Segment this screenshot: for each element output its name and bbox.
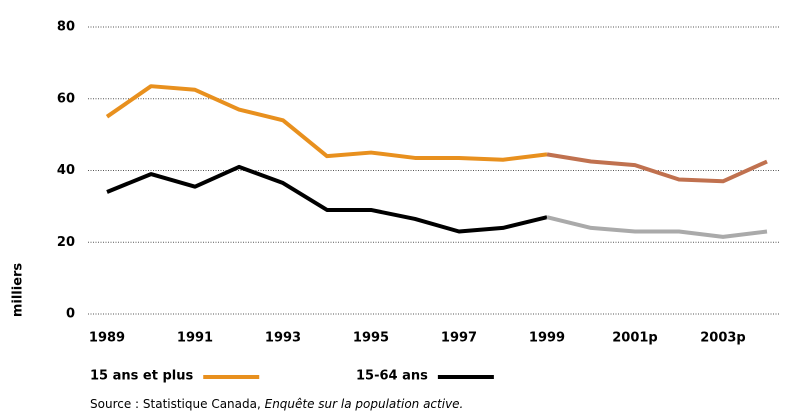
x-tick-label: 2003p — [700, 331, 746, 346]
x-tick-label: 1993 — [265, 331, 301, 346]
y-tick-label: 20 — [57, 235, 75, 250]
y-tick-label: 60 — [57, 91, 75, 106]
x-tick-label: 1991 — [177, 331, 213, 346]
series-line — [106, 164, 548, 234]
y-tick-label: 80 — [57, 20, 75, 35]
series-line — [546, 152, 768, 184]
x-tick-label: 1989 — [89, 331, 125, 346]
x-tick-label: 1999 — [529, 331, 565, 346]
legend-label: 15-64 ans — [356, 369, 428, 384]
source-text: Source : Statistique Canada, — [90, 397, 265, 411]
x-tick-label: 1997 — [441, 331, 477, 346]
series-line — [105, 84, 548, 162]
y-tick-label: 0 — [66, 307, 75, 322]
x-tick-label: 1995 — [353, 331, 389, 346]
x-tick-label: 2001p — [612, 331, 658, 346]
y-tick-label: 40 — [57, 163, 75, 178]
source: Source : Statistique Canada, Enquête sur… — [90, 397, 463, 411]
source-publication: Enquête sur la population active. — [265, 397, 464, 411]
y-axis-label: milliers — [11, 263, 26, 318]
series-line — [546, 215, 768, 239]
legend-label: 15 ans et plus — [90, 369, 193, 384]
